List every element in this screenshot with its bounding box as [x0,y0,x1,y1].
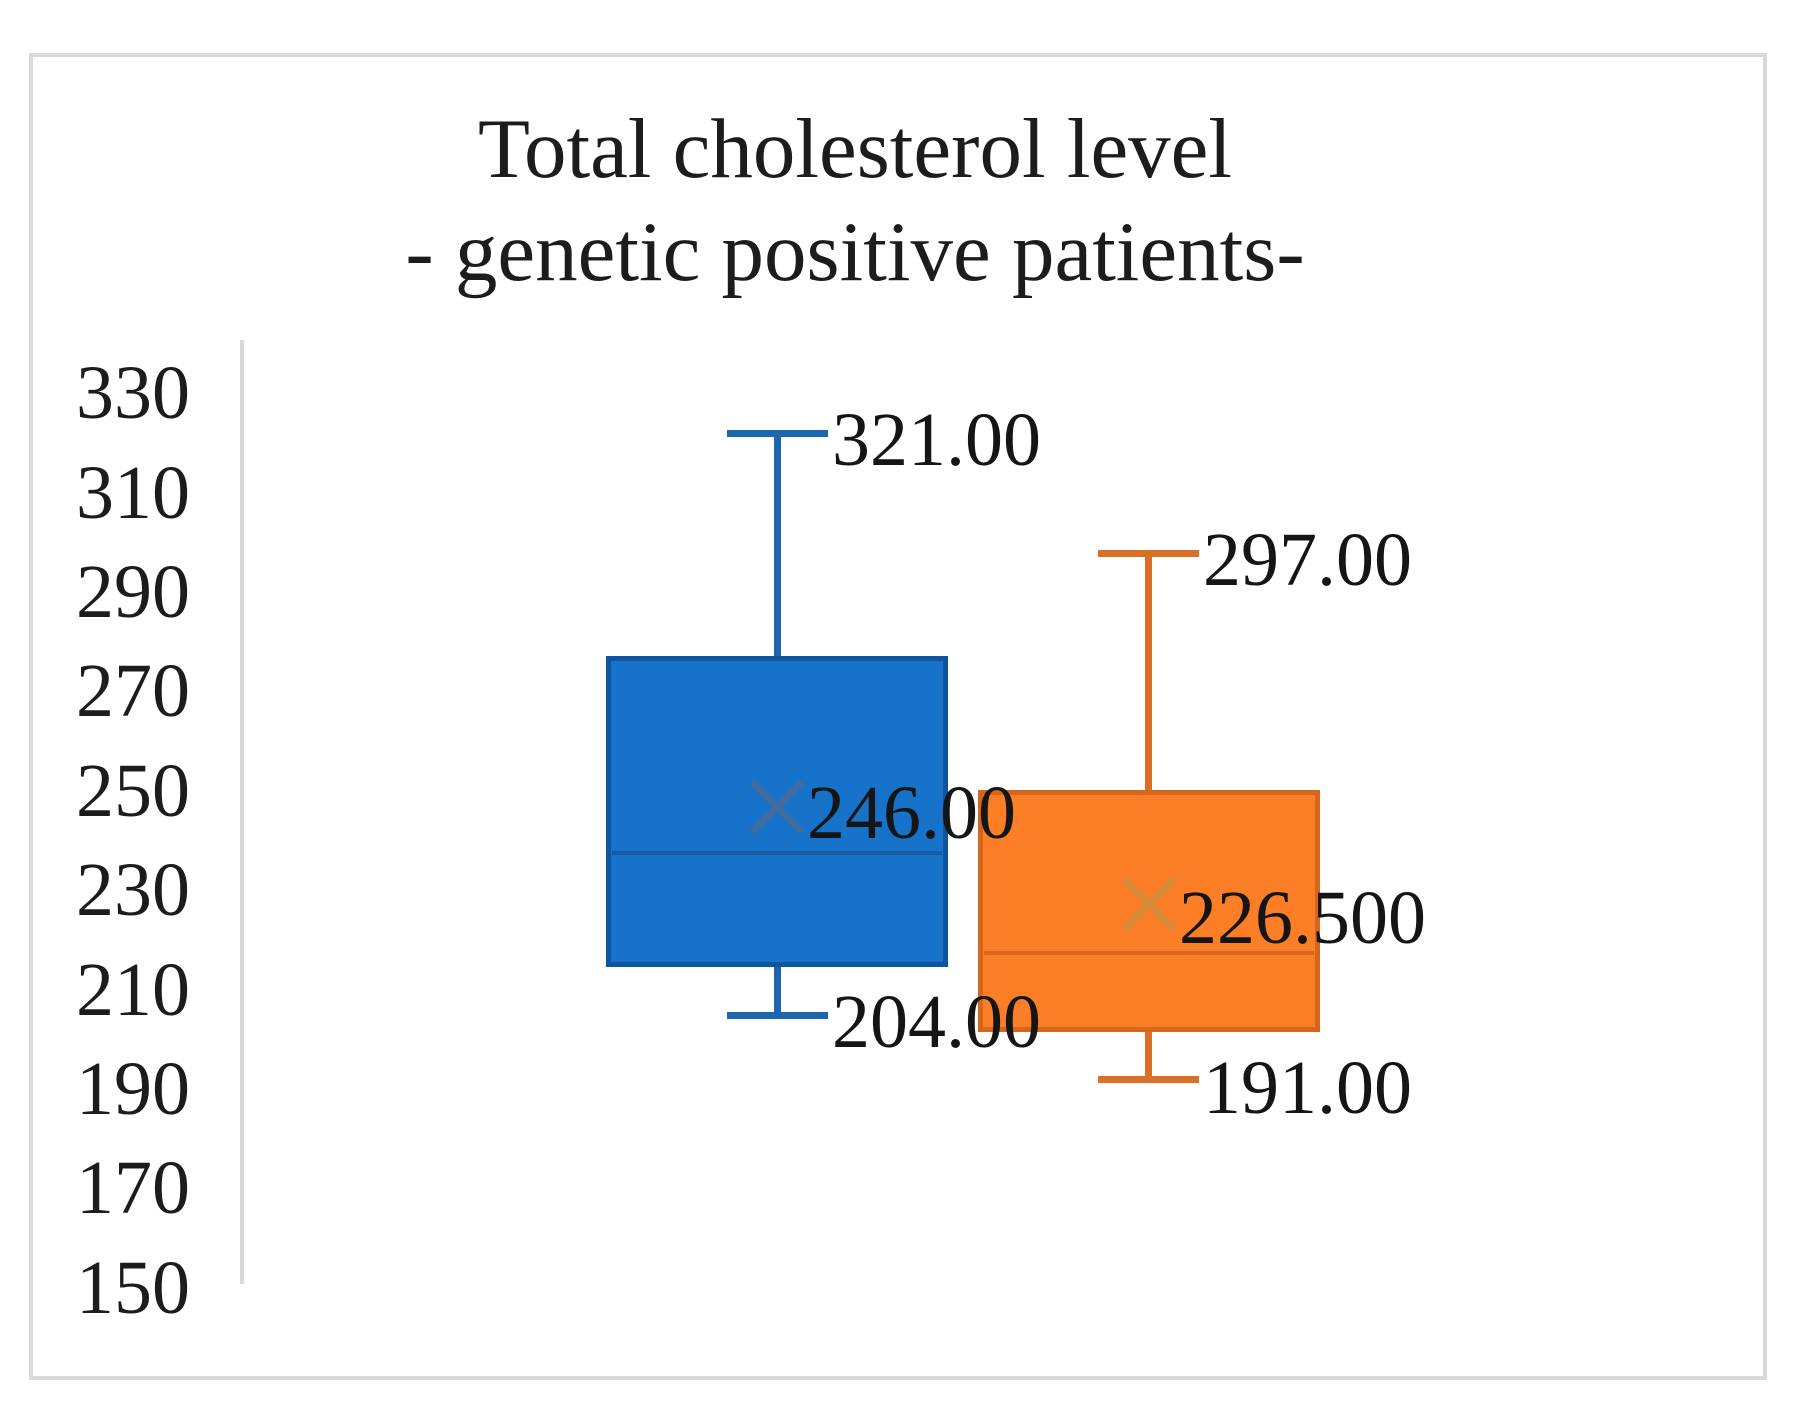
box1-min-whisker-cap [727,1012,828,1019]
box2-max-label: 297.00 [1203,518,1412,602]
y-tick-label-330: 330 [76,351,190,435]
box2-mean-label: 226.500 [1179,876,1426,960]
box2-min-label: 191.00 [1203,1046,1412,1130]
box2-mean-x-marker [1121,876,1177,932]
y-tick-label-210: 210 [76,948,190,1032]
box1-upper-whisker-line [774,433,781,656]
box2-max-whisker-cap [1098,550,1199,557]
chart-title-line-1: Total cholesterol level [477,102,1233,196]
box2-min-whisker-cap [1098,1076,1199,1083]
box2-upper-whisker-line [1145,553,1152,790]
box1-lower-whisker-line [774,967,781,1015]
box2-lower-whisker-line [1145,1032,1152,1080]
box1-median-line [612,851,942,855]
chart-title: Total cholesterol level - genetic positi… [255,98,1455,304]
chart-title-line-2: - genetic positive patients- [405,205,1305,299]
box1-min-label: 204.00 [832,980,1041,1064]
y-tick-label-230: 230 [76,848,190,932]
y-tick-label-170: 170 [76,1146,190,1230]
box2-iqr-box [978,790,1320,1032]
y-tick-label-310: 310 [76,451,190,535]
box1-mean-label: 246.00 [807,771,1016,855]
box2-median-line [984,951,1314,955]
y-tick-label-270: 270 [76,649,190,733]
y-tick-label-190: 190 [76,1047,190,1131]
box1-mean-x-marker [749,779,805,835]
y-tick-label-250: 250 [76,749,190,833]
y-tick-label-150: 150 [76,1246,190,1330]
box1-max-label: 321.00 [832,398,1041,482]
y-tick-label-290: 290 [76,550,190,634]
box1-max-whisker-cap [727,430,828,437]
y-axis-line [240,340,244,1284]
